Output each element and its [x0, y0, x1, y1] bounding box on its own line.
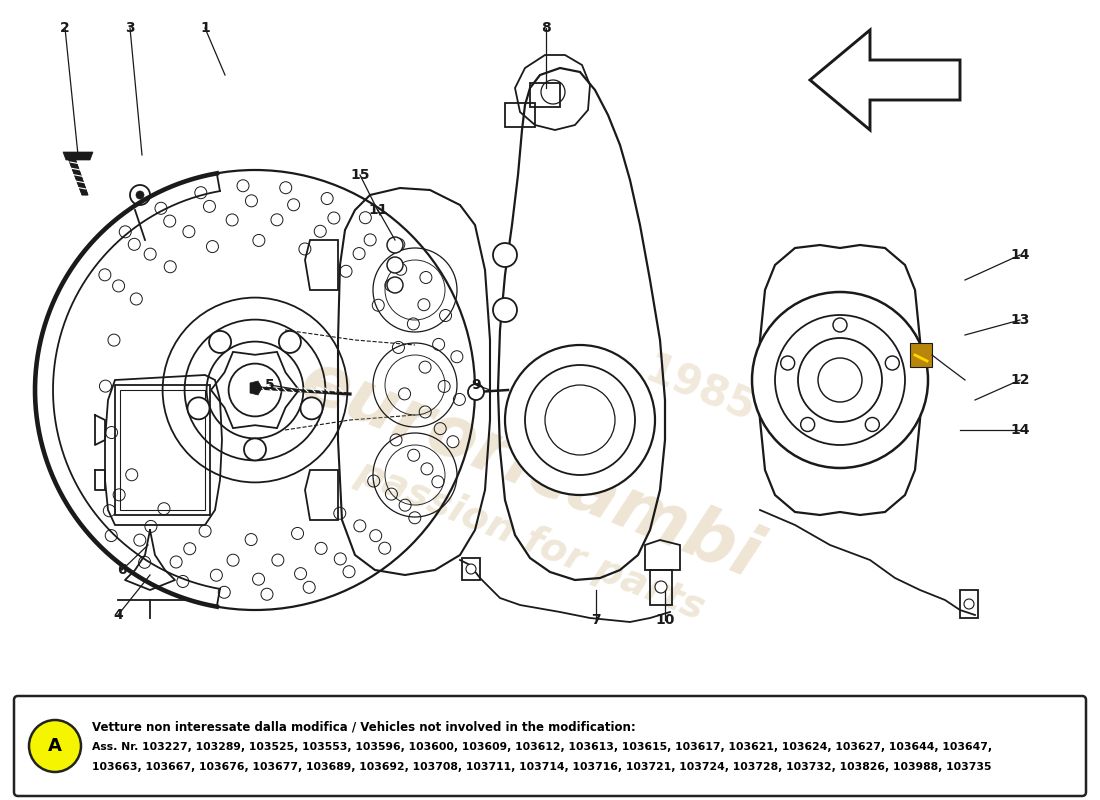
Circle shape [279, 331, 301, 353]
Bar [462, 558, 480, 580]
Circle shape [654, 581, 667, 593]
Circle shape [387, 257, 403, 273]
Text: 5: 5 [265, 378, 275, 392]
Circle shape [886, 356, 900, 370]
Text: A: A [48, 737, 62, 755]
Text: euroricambi: euroricambi [290, 346, 770, 594]
Circle shape [801, 418, 815, 431]
Text: 14: 14 [1010, 248, 1030, 262]
Text: 8: 8 [541, 21, 551, 35]
Circle shape [209, 331, 231, 353]
Text: 2: 2 [60, 21, 70, 35]
Bar [650, 570, 672, 605]
Circle shape [964, 599, 974, 609]
Circle shape [468, 384, 484, 400]
Text: 3: 3 [125, 21, 135, 35]
Circle shape [29, 720, 81, 772]
Circle shape [781, 356, 794, 370]
Bar [120, 390, 205, 510]
Circle shape [229, 363, 282, 416]
Circle shape [493, 243, 517, 267]
Text: 13: 13 [1010, 313, 1030, 327]
Circle shape [752, 292, 928, 468]
Text: 1985: 1985 [638, 349, 761, 431]
Circle shape [493, 298, 517, 322]
Bar [960, 590, 978, 618]
Circle shape [300, 398, 322, 419]
Text: 14: 14 [1010, 423, 1030, 437]
Text: 7: 7 [591, 613, 601, 627]
Circle shape [818, 358, 862, 402]
Polygon shape [810, 30, 960, 130]
Bar [910, 343, 932, 367]
Text: 11: 11 [368, 203, 387, 217]
Circle shape [130, 185, 150, 205]
Text: Ass. Nr. 103227, 103289, 103525, 103553, 103596, 103600, 103609, 103612, 103613,: Ass. Nr. 103227, 103289, 103525, 103553,… [92, 742, 992, 752]
Circle shape [244, 438, 266, 460]
Circle shape [505, 345, 654, 495]
Text: 103663, 103667, 103676, 103677, 103689, 103692, 103708, 103711, 103714, 103716, : 103663, 103667, 103676, 103677, 103689, … [92, 762, 991, 772]
Bar [530, 83, 560, 107]
Circle shape [466, 564, 476, 574]
Circle shape [833, 318, 847, 332]
Circle shape [866, 418, 879, 431]
Polygon shape [63, 152, 94, 160]
Text: 9: 9 [471, 378, 481, 392]
Circle shape [387, 237, 403, 253]
Text: Vetture non interessate dalla modifica / Vehicles not involved in the modificati: Vetture non interessate dalla modifica /… [92, 720, 636, 733]
Circle shape [136, 191, 144, 199]
Circle shape [187, 398, 209, 419]
Text: 4: 4 [113, 608, 123, 622]
Bar [116, 385, 210, 515]
Text: 1: 1 [200, 21, 210, 35]
Text: 6: 6 [118, 563, 127, 577]
FancyBboxPatch shape [14, 696, 1086, 796]
Bar [505, 103, 535, 127]
Polygon shape [250, 381, 262, 395]
Text: passion for parts: passion for parts [350, 453, 710, 627]
Text: 15: 15 [350, 168, 370, 182]
Polygon shape [68, 158, 88, 195]
Text: 12: 12 [1010, 373, 1030, 387]
Circle shape [387, 277, 403, 293]
Text: 10: 10 [656, 613, 674, 627]
